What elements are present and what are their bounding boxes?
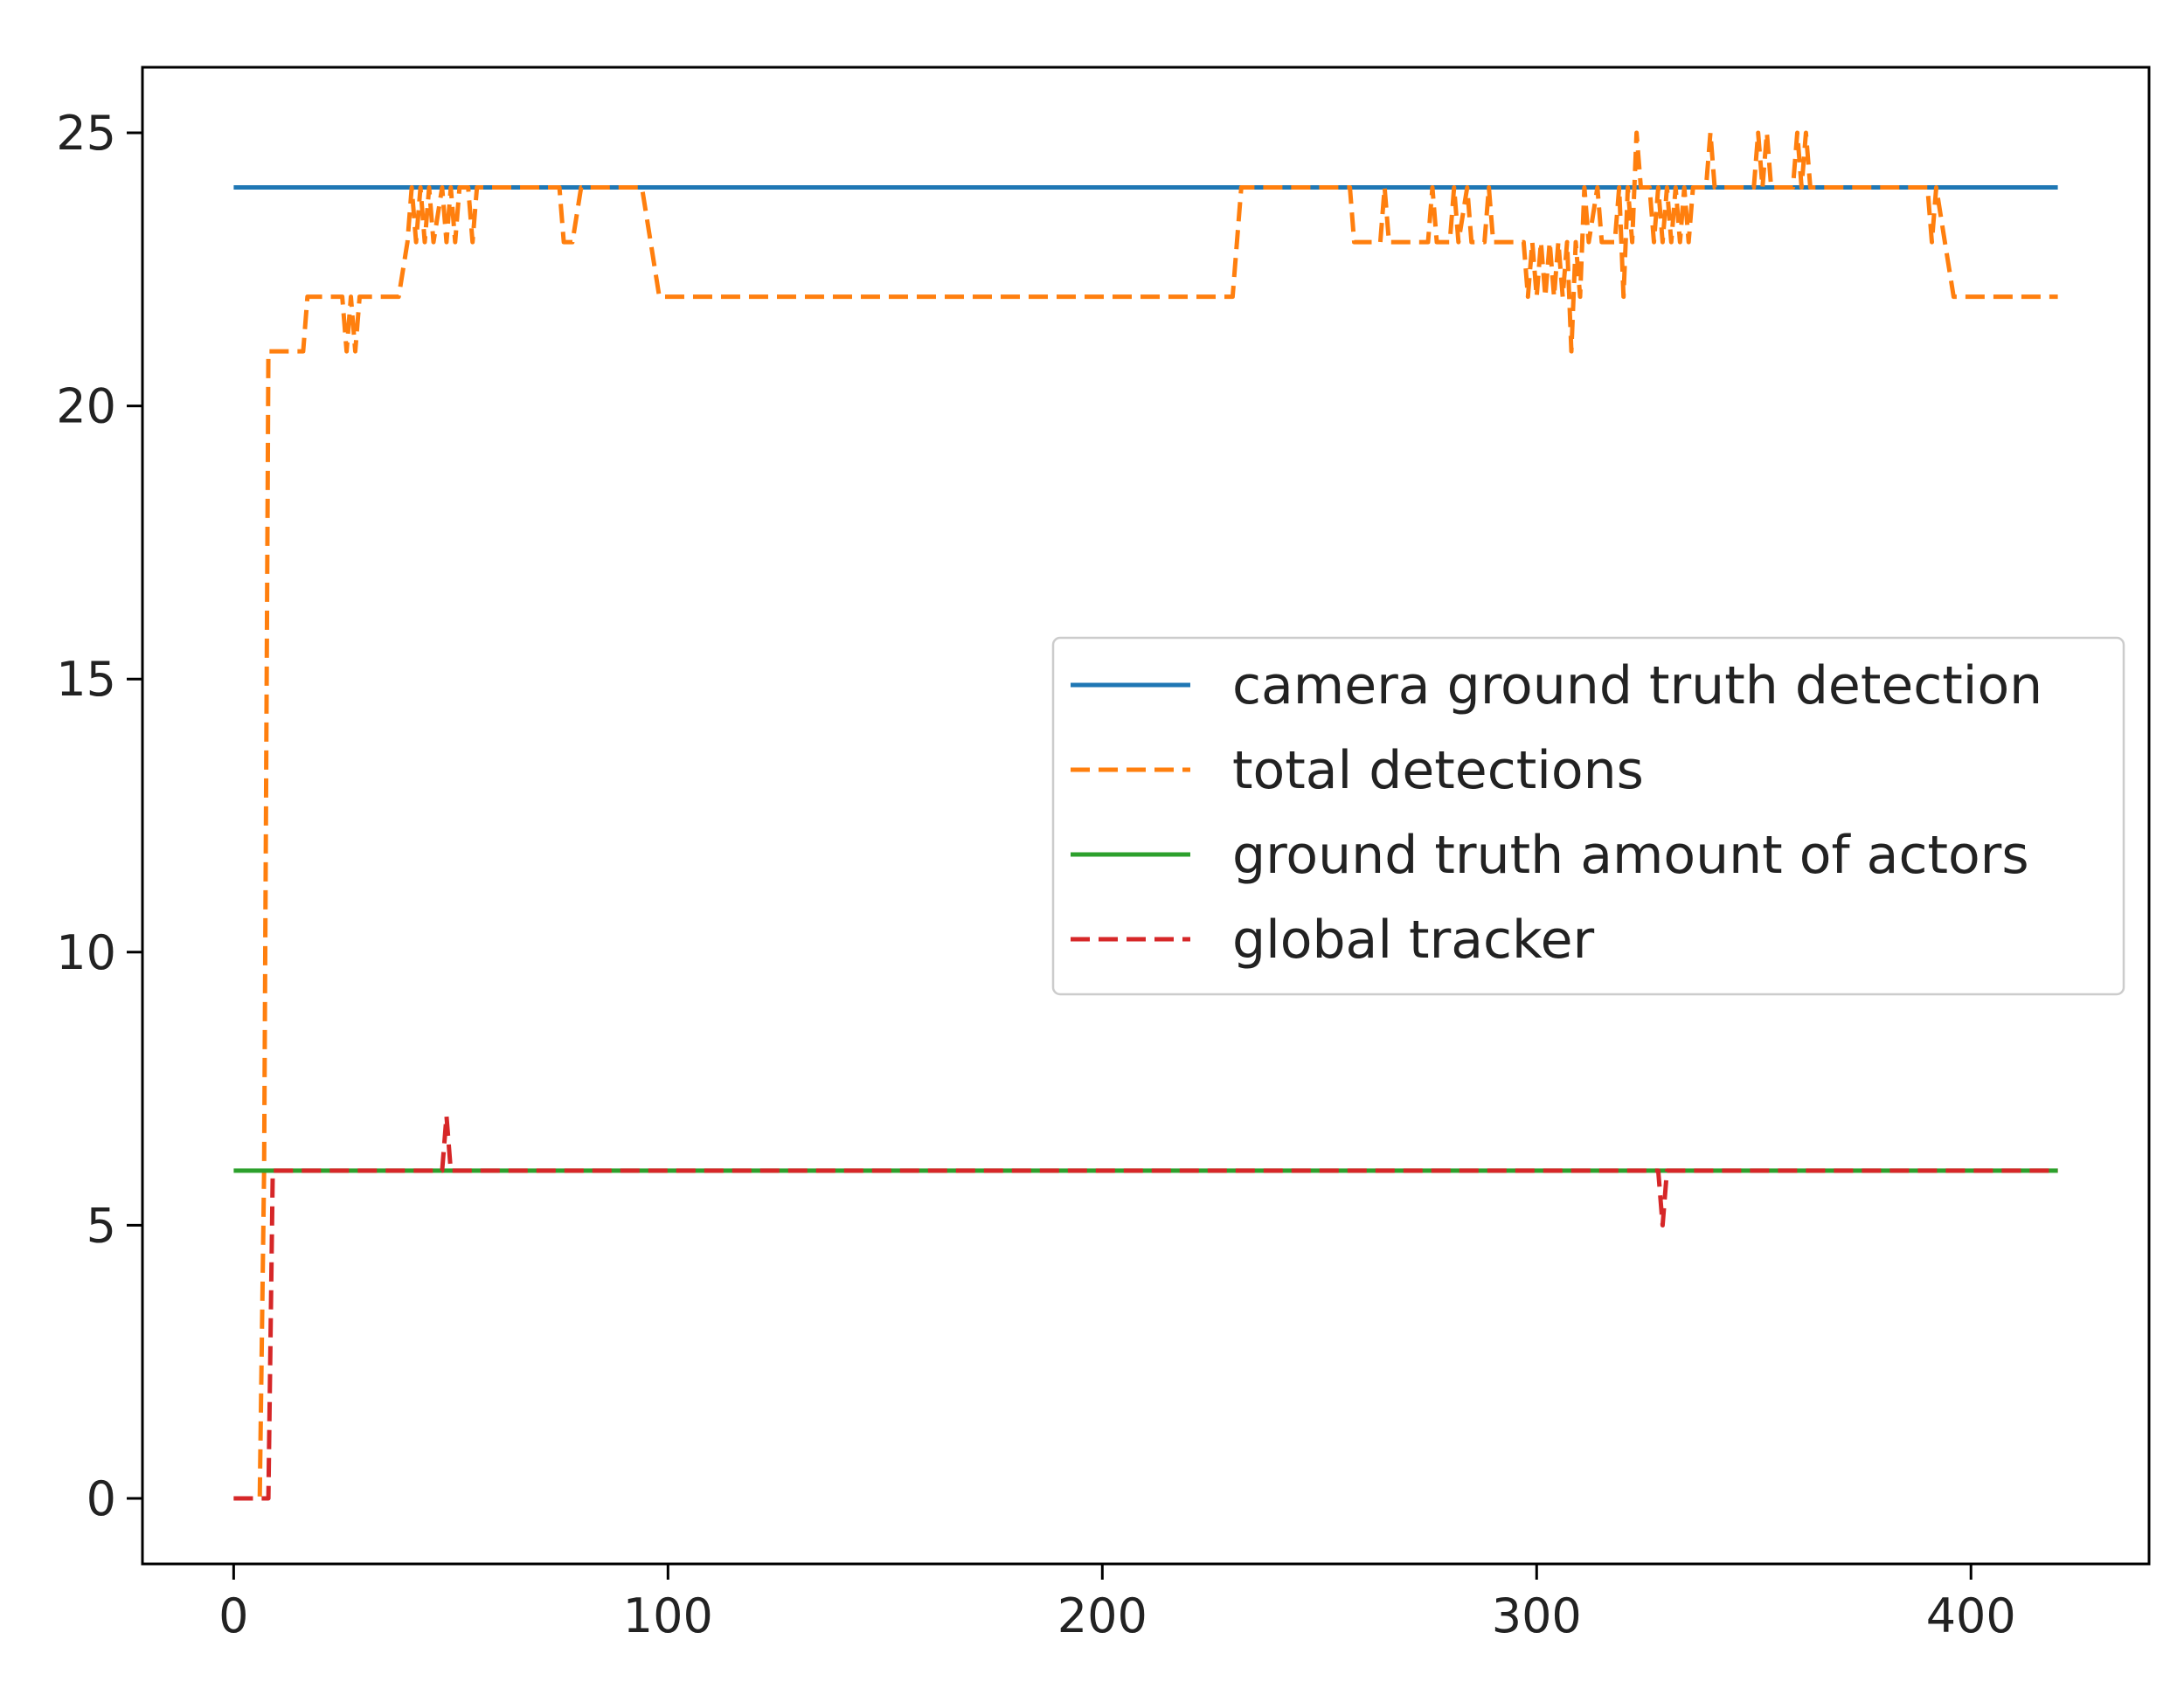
series-line-3	[233, 1113, 2058, 1501]
x-tick-label: 200	[1057, 1588, 1147, 1643]
y-tick-label: 10	[56, 925, 116, 980]
series-layer	[233, 130, 2058, 1501]
y-tick-label: 0	[87, 1471, 116, 1526]
y-tick-label: 15	[56, 652, 116, 707]
y-tick-label: 20	[56, 379, 116, 434]
legend: camera ground truth detection total detec…	[1051, 636, 2125, 996]
x-tick-label: 100	[623, 1588, 713, 1643]
series-line-1	[233, 130, 2058, 1501]
x-tick-label: 0	[218, 1588, 248, 1643]
legend-label-3: global tracker	[1232, 910, 1595, 971]
x-axis: 0 100 200 300 400	[218, 1564, 2016, 1643]
legend-label-1: total detections	[1232, 740, 1644, 801]
y-tick-label: 25	[56, 106, 116, 161]
x-tick-label: 400	[1926, 1588, 2016, 1643]
plot-frame	[141, 66, 2151, 1566]
legend-box	[1051, 636, 2125, 996]
legend-label-0: camera ground truth detection	[1232, 655, 2042, 716]
y-axis: 0 5 10 15 20 25	[56, 106, 142, 1526]
legend-label-2: ground truth amount of actors	[1232, 825, 2029, 886]
x-tick-label: 300	[1492, 1588, 1582, 1643]
y-tick-label: 5	[87, 1198, 116, 1253]
legend-entries: camera ground truth detection total detec…	[1071, 655, 2042, 971]
